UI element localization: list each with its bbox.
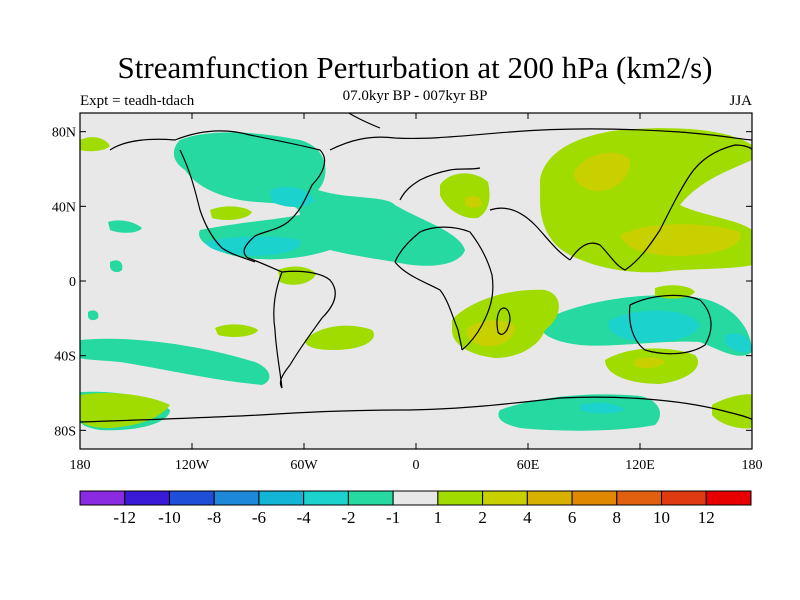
south-pacific-high <box>215 324 258 338</box>
lon-tick-label: 0 <box>413 458 420 473</box>
small-pacific-patch-3 <box>88 310 99 321</box>
lon-tick-label: 180 <box>70 458 91 473</box>
longitude-axis: 180 120W 60W 0 60E 120E 180 <box>70 113 763 473</box>
colorbar: -12 -10 -8 -6 -4 -2 -1 1 2 4 6 8 10 12 <box>79 490 752 527</box>
lon-tick-label: 180 <box>742 458 763 473</box>
lat-tick-label: 80S <box>54 424 76 439</box>
colorbar-swatch <box>124 490 170 506</box>
africa-west <box>394 261 463 351</box>
north-america-coast <box>109 130 326 273</box>
lat-tick-label: 80N <box>52 126 76 141</box>
south-america-coast <box>279 270 336 389</box>
antarctica-coast <box>80 396 752 423</box>
colorbar-label: -6 <box>252 508 266 527</box>
south-pacific-band <box>80 338 270 385</box>
colorbar-swatch <box>526 490 573 506</box>
lon-tick-label: 120W <box>175 458 210 473</box>
south-america-west <box>273 271 283 389</box>
madagascar-coast <box>496 307 511 335</box>
colorbar-swatch <box>79 490 126 506</box>
negative-regions-inner <box>205 186 752 414</box>
antarctic-core <box>580 402 625 414</box>
latitude-axis: 80N 40N 0 40S 80S <box>52 126 752 439</box>
colorbar-label: 12 <box>698 508 715 527</box>
colorbar-swatch <box>616 490 663 506</box>
experiment-label: Expt = teadh-tdach <box>80 93 195 109</box>
colorbar-swatch <box>437 490 484 506</box>
colorbar-label: 10 <box>653 508 670 527</box>
mediterranean-core <box>465 196 482 208</box>
dateline-high <box>745 148 752 156</box>
colorbar-swatch <box>303 490 349 506</box>
colorbar-label: -2 <box>341 508 355 527</box>
lon-tick-label: 120E <box>625 458 655 473</box>
asia-core-2 <box>620 224 741 256</box>
west-coast <box>179 149 256 263</box>
lat-tick-label: 0 <box>69 275 76 290</box>
australia-core <box>608 310 700 342</box>
colorbar-swatch <box>213 490 260 506</box>
colorbar-swatch <box>571 490 618 506</box>
map-title: Streamfunction Perturbation at 200 hPa (… <box>117 50 713 85</box>
asia-core-1 <box>574 152 631 191</box>
atlantic-high <box>210 206 252 220</box>
colorbar-label: -12 <box>113 508 136 527</box>
lon-tick-label: 60E <box>517 458 540 473</box>
colorbar-label: -4 <box>297 508 312 527</box>
greenland-coast <box>347 113 381 129</box>
colorbar-label: 4 <box>523 508 532 527</box>
colorbar-label: -8 <box>207 508 221 527</box>
colorbar-swatch <box>482 490 528 506</box>
colorbar-label: 6 <box>568 508 577 527</box>
asia-coast <box>569 144 752 271</box>
indian-core <box>635 357 665 369</box>
antarctic-low <box>498 394 660 431</box>
colorbar-swatch <box>168 490 215 506</box>
season-label: JJA <box>729 93 752 109</box>
colorbar-label: -10 <box>158 508 181 527</box>
africa-coast <box>394 226 494 351</box>
colorbar-label: 8 <box>613 508 622 527</box>
colorbar-swatch <box>258 490 305 506</box>
map-subtitle: 07.0kyr BP - 007kyr BP <box>342 88 488 104</box>
ross-sea-high <box>712 394 752 429</box>
colorbar-label: 2 <box>478 508 487 527</box>
colorbar-swatch <box>392 490 439 506</box>
tasman-core <box>725 333 752 353</box>
caribbean-core <box>205 236 301 256</box>
lon-tick-label: 60W <box>290 458 318 473</box>
europe-coast <box>399 167 481 201</box>
arctic-coast <box>329 128 752 151</box>
lat-tick-label: 40N <box>52 200 76 215</box>
colorbar-swatch <box>347 490 394 506</box>
small-pacific-patch-2 <box>110 260 123 273</box>
north-america-atlantic-low <box>173 132 465 266</box>
colorbar-label: -1 <box>386 508 400 527</box>
colorbar-swatch <box>705 490 752 506</box>
north-pacific-high <box>80 137 110 152</box>
colorbar-swatch <box>661 490 707 506</box>
colorbar-label: 1 <box>434 508 443 527</box>
arabia-india-coast <box>489 207 571 261</box>
south-atlantic-high-2 <box>305 325 374 350</box>
australia-coast <box>628 294 712 355</box>
positive-regions-inner <box>465 152 741 369</box>
lat-tick-label: 40S <box>54 350 76 365</box>
coastlines <box>80 113 752 423</box>
africa-core <box>466 320 515 347</box>
small-pacific-patch <box>108 220 142 233</box>
